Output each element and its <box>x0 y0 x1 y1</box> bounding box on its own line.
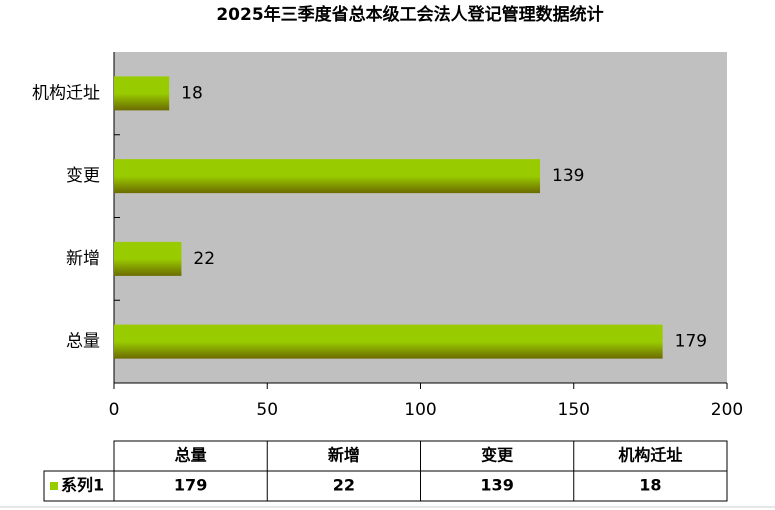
data-label: 22 <box>193 249 215 269</box>
table-header: 新增 <box>328 446 360 465</box>
table-cell: 22 <box>333 476 355 495</box>
x-tick-label: 200 <box>711 400 743 420</box>
bar <box>114 76 170 111</box>
table-cell: 179 <box>174 476 207 495</box>
y-tick-label: 新增 <box>66 249 100 269</box>
y-tick-label: 变更 <box>66 166 100 186</box>
table-row-header <box>43 470 115 502</box>
table-cell: 18 <box>639 476 661 495</box>
table-header: 机构迁址 <box>618 446 682 465</box>
data-label: 179 <box>675 332 707 352</box>
chart-title: 2025年三季度省总本级工会法人登记管理数据统计 <box>216 4 603 25</box>
table-header: 总量 <box>175 446 207 465</box>
data-label: 18 <box>181 83 203 103</box>
data-label: 139 <box>552 166 584 186</box>
x-tick-label: 0 <box>109 400 120 420</box>
table-cell: 139 <box>480 476 513 495</box>
x-tick-label: 100 <box>404 400 436 420</box>
bar <box>114 159 541 194</box>
table-header: 变更 <box>481 446 514 465</box>
legend-label: 系列1 <box>61 476 104 495</box>
x-tick-label: 50 <box>256 400 278 420</box>
bar <box>114 241 182 276</box>
legend-key <box>50 482 58 490</box>
bar <box>114 324 663 359</box>
y-tick-label: 总量 <box>66 332 100 352</box>
y-tick-label: 机构迁址 <box>32 83 100 103</box>
x-tick-label: 150 <box>558 400 590 420</box>
